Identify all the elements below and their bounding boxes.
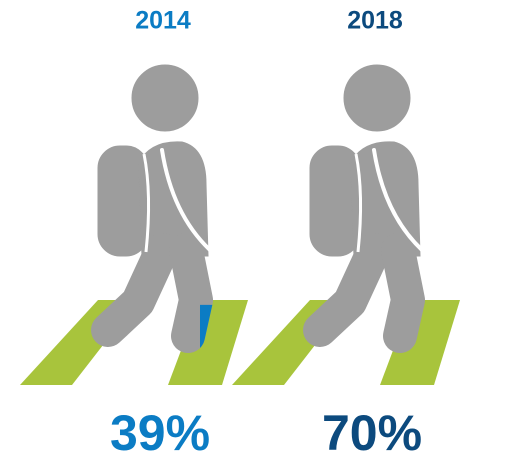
value-label: 70% bbox=[322, 405, 422, 461]
category-label: 2014 bbox=[135, 7, 191, 35]
category-label: 2018 bbox=[347, 7, 403, 35]
figures bbox=[98, 65, 422, 336]
value-label: 39% bbox=[110, 405, 210, 461]
chart: 2014 39% 2018 70% bbox=[0, 0, 527, 467]
person-outline bbox=[310, 65, 420, 336]
person-outline bbox=[98, 65, 208, 336]
page: 201439%201870% (() => { const data = JSO… bbox=[0, 0, 527, 467]
